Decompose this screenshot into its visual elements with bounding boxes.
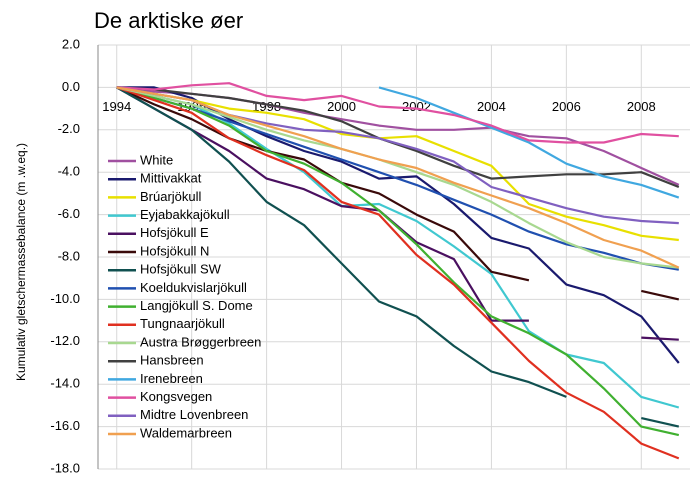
y-tick-label: -16.0 (50, 418, 80, 433)
x-tick-label: 2004 (477, 99, 506, 114)
y-tick-label: -8.0 (58, 248, 80, 263)
y-tick-label: -14.0 (50, 376, 80, 391)
x-tick-label: 1994 (102, 99, 131, 114)
y-tick-label: -2.0 (58, 121, 80, 136)
y-axis-label: Kumulativ gletschermassebalance (m .w.eq… (14, 143, 28, 381)
y-tick-label: -10.0 (50, 291, 80, 306)
legend-label: Hansbreen (140, 353, 204, 368)
legend-label: Brúarjökull (140, 189, 202, 204)
y-tick-label: -6.0 (58, 206, 80, 221)
series-line (116, 86, 679, 269)
y-tick-label: -18.0 (50, 460, 80, 475)
x-tick-label: 2008 (627, 99, 656, 114)
series-line (116, 86, 680, 437)
legend-label: Langjökull S. Dome (140, 298, 253, 313)
y-tick-label: 0.0 (62, 79, 80, 94)
legend-label: Austra Brøggerbreen (140, 334, 261, 349)
series-line (116, 86, 679, 242)
legend-label: Kongsvegen (140, 389, 212, 404)
series-line (378, 86, 680, 199)
legend-label: Hofsjökull E (140, 225, 209, 240)
legend-label: Irenebreen (140, 371, 203, 386)
legend-label: White (140, 152, 173, 167)
legend-label: Waldemarbreen (140, 425, 232, 440)
series-line (116, 86, 680, 428)
series-line (116, 82, 679, 144)
series-line (116, 86, 680, 460)
legend-label: Midtre Lovenbreen (140, 407, 248, 422)
y-tick-label: -4.0 (58, 164, 80, 179)
legend-label: Mittivakkat (140, 171, 202, 186)
legend-label: Tungnaarjökull (140, 316, 225, 331)
series-line (116, 86, 680, 269)
y-tick-label: -12.0 (50, 333, 80, 348)
x-tick-label: 2006 (552, 99, 581, 114)
x-tick-label: 2000 (327, 99, 356, 114)
legend-label: Hofsjökull N (140, 243, 209, 258)
chart-title: De arktiske øer (94, 8, 243, 33)
legend-label: Koeldukvislarjökull (140, 280, 247, 295)
legend-label: Hofsjökull SW (140, 262, 222, 277)
legend-label: Eyjabakkajökull (140, 207, 230, 222)
y-tick-label: 2.0 (62, 36, 80, 51)
series-line (116, 86, 680, 301)
